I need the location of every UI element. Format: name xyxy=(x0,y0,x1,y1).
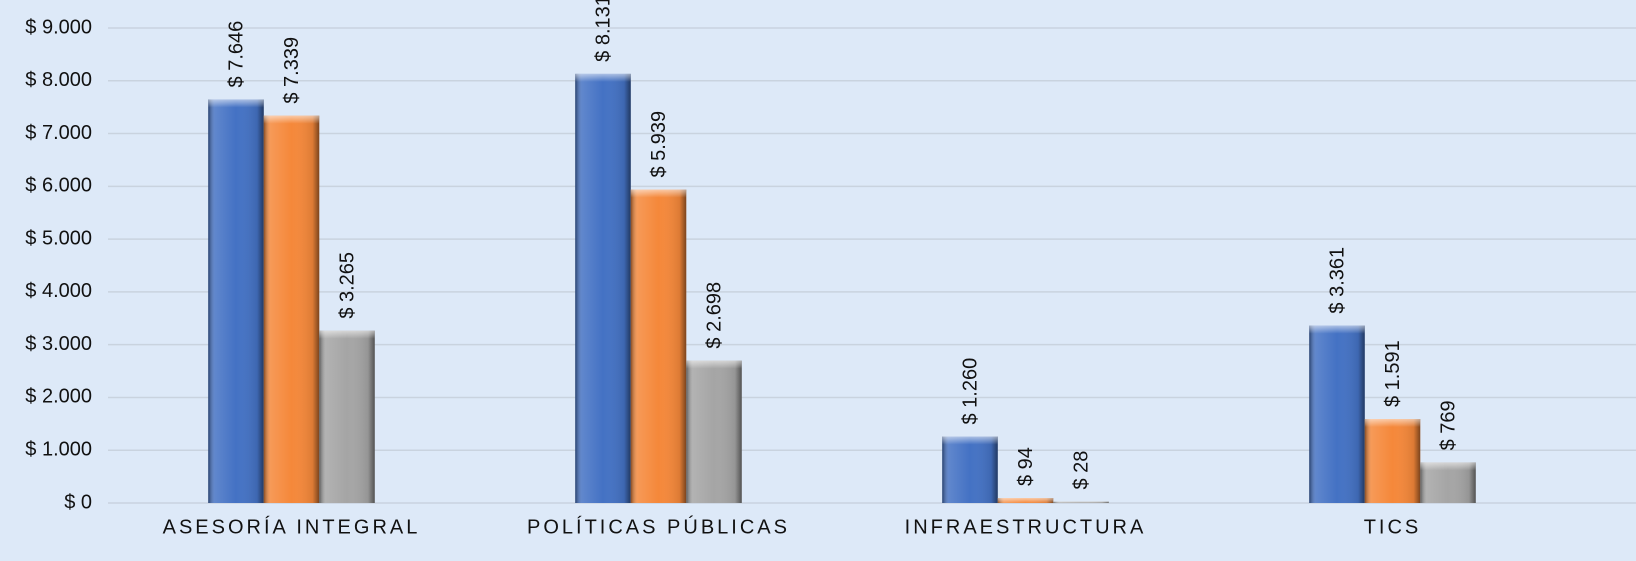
value-label: $ 1.591 xyxy=(1382,340,1404,407)
bar-shade xyxy=(1364,419,1421,503)
value-label: $ 28 xyxy=(1070,451,1092,490)
value-label: $ 7.646 xyxy=(225,21,247,88)
bar-bevel xyxy=(1309,325,1365,334)
x-tick-label: POLÍTICAS PÚBLICAS xyxy=(527,515,790,538)
bar-shade xyxy=(686,360,742,503)
y-tick-label: $ 4.000 xyxy=(25,280,92,302)
value-label: $ 7.339 xyxy=(281,37,303,104)
value-label: $ 769 xyxy=(1437,400,1459,450)
y-tick-label: $ 3.000 xyxy=(25,333,92,355)
bar-shade xyxy=(208,99,264,503)
value-label: $ 2.698 xyxy=(703,282,725,349)
value-label: $ 8.131 xyxy=(592,0,614,62)
bar-bevel xyxy=(630,189,687,198)
bar-shade xyxy=(942,436,998,503)
bar-bevel xyxy=(942,436,998,445)
bar-bevel xyxy=(1420,462,1476,471)
bar-shade xyxy=(1309,325,1365,503)
x-tick-label: TICS xyxy=(1364,516,1422,538)
bar-shade xyxy=(630,189,687,503)
y-tick-label: $ 8.000 xyxy=(25,69,92,91)
y-tick-label: $ 0 xyxy=(64,491,92,513)
bar-bevel xyxy=(686,360,742,369)
y-tick-label: $ 1.000 xyxy=(25,439,92,461)
y-tick-label: $ 2.000 xyxy=(25,386,92,408)
value-label: $ 5.939 xyxy=(648,111,670,178)
bar-bevel xyxy=(319,330,375,339)
value-label: $ 3.265 xyxy=(336,252,358,319)
bar-shade xyxy=(319,330,375,503)
x-tick-label: INFRAESTRUCTURA xyxy=(905,516,1147,538)
y-tick-label: $ 5.000 xyxy=(25,227,92,249)
bar-shade xyxy=(263,115,320,504)
y-tick-label: $ 6.000 xyxy=(25,175,92,197)
value-label: $ 94 xyxy=(1015,447,1037,486)
y-tick-label: $ 7.000 xyxy=(25,122,92,144)
y-tick-label: $ 9.000 xyxy=(25,16,92,38)
bar-shade xyxy=(575,73,631,503)
bar-bevel xyxy=(263,115,320,124)
bar-bevel xyxy=(997,498,1054,503)
bar-bevel xyxy=(1364,419,1421,428)
value-label: $ 1.260 xyxy=(959,358,981,425)
bar-bevel xyxy=(208,99,264,108)
x-tick-label: ASESORÍA INTEGRAL xyxy=(163,515,421,538)
value-label: $ 3.361 xyxy=(1326,247,1348,314)
bar-bevel xyxy=(1053,501,1109,503)
bar-bevel xyxy=(575,73,631,82)
